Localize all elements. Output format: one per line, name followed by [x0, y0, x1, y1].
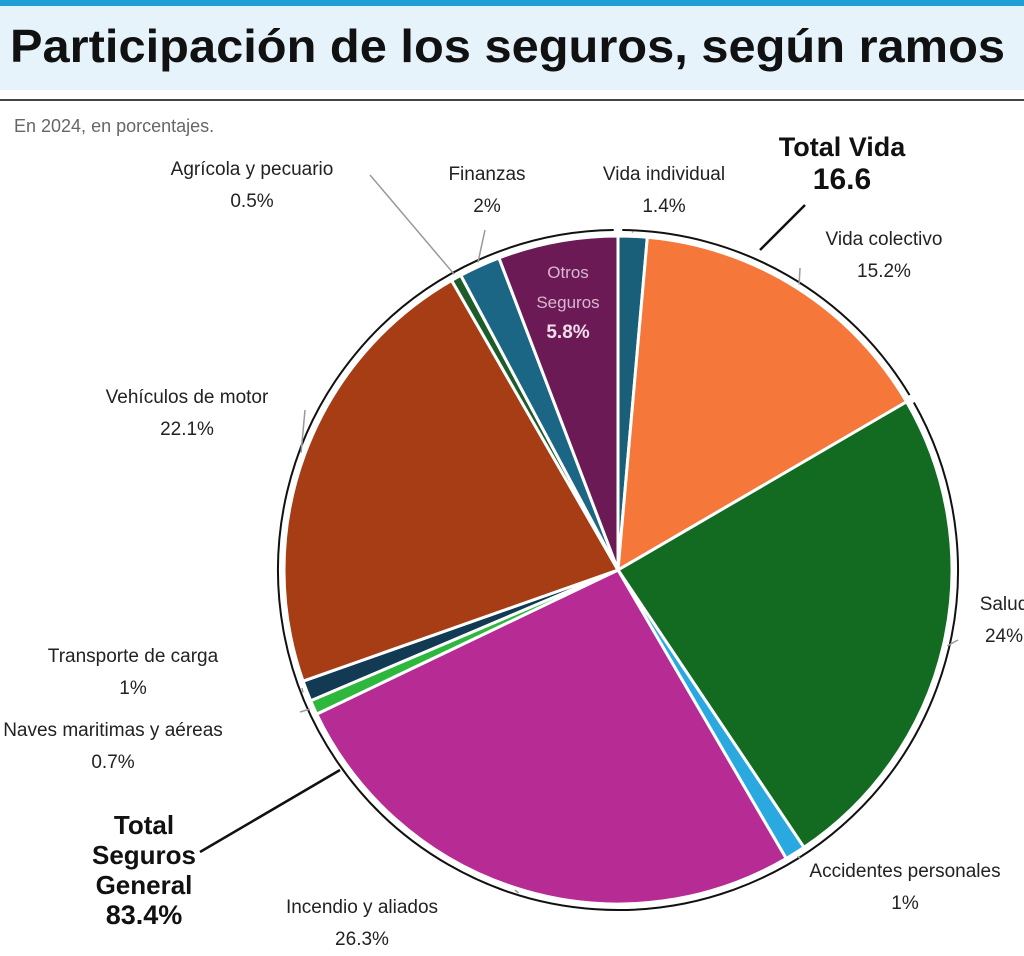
pie-slice — [497, 234, 620, 571]
slice-label: Incendio y aliados 26.3% — [286, 892, 438, 956]
group-name: Total Seguros General — [91, 810, 197, 900]
leader-line — [947, 639, 959, 647]
category-name: Otros Seguros — [536, 263, 600, 312]
pie-slice — [314, 568, 789, 906]
value-label: 26.3% — [335, 929, 389, 950]
slice-label: Vehículos de motor 22.1% — [106, 382, 269, 446]
category-name: Accidentes personales — [809, 861, 1001, 882]
value-label: 1% — [891, 893, 919, 914]
leader-line — [299, 708, 311, 713]
title-stripe — [0, 0, 1024, 6]
value-label: 0.5% — [230, 191, 274, 212]
leader-line — [798, 267, 801, 285]
slice-label: Vida individual 1.4% — [603, 159, 725, 223]
slice-label: Transporte de carga 1% — [48, 641, 218, 705]
slice-label: Accidentes personales 1% — [809, 856, 1000, 920]
value-label: 2% — [473, 196, 501, 217]
group-label: Total Vida 16.6 — [779, 132, 906, 197]
value-label: 0.7% — [91, 752, 135, 773]
slice-label: Vida colectivo 15.2% — [826, 224, 943, 288]
pie-slice — [616, 235, 909, 573]
category-name: Transporte de carga — [47, 646, 219, 667]
pie-slice — [615, 399, 954, 850]
leader-line — [369, 174, 455, 275]
leader-line — [301, 687, 304, 693]
category-name: Agrícola y pecuario — [170, 159, 334, 180]
group-name: Total Vida — [778, 132, 906, 162]
group-arc — [277, 229, 959, 911]
chart-title: Participación de los seguros, según ramo… — [10, 20, 1005, 72]
leader-line — [477, 229, 486, 263]
leader-line — [300, 409, 306, 453]
value-label: 1.4% — [642, 196, 686, 217]
value-label: 5.8% — [546, 322, 590, 343]
pie-slice — [282, 278, 621, 684]
value-label: 15.2% — [857, 261, 911, 282]
category-name: Vehículos de motor — [105, 387, 269, 408]
leader-line — [514, 889, 520, 894]
leader-line — [199, 768, 341, 854]
slice-label: Agrícola y pecuario 0.5% — [171, 154, 334, 218]
group-label: Total Seguros General 83.4% — [79, 810, 209, 930]
title-band — [0, 0, 1024, 90]
leader-line — [796, 855, 801, 859]
slice-label: Naves maritimas y aéreas 0.7% — [3, 715, 223, 779]
category-name: Salud — [979, 594, 1024, 615]
category-name: Vida individual — [602, 164, 726, 185]
category-name: Incendio y aliados — [285, 897, 439, 918]
category-name: Finanzas — [448, 164, 526, 185]
category-name: Vida colectivo — [825, 229, 943, 250]
value-label: 24% — [984, 626, 1024, 647]
slice-label: Finanzas 2% — [448, 159, 525, 223]
slice-label: Salud 24% — [980, 589, 1024, 653]
slice-label: Otros Seguros 5.8% — [528, 258, 608, 348]
value-label: 22.1% — [160, 419, 214, 440]
category-name: Naves maritimas y aéreas — [3, 720, 223, 741]
group-arc — [622, 229, 911, 396]
group-value: 16.6 — [812, 163, 872, 196]
leader-line — [759, 204, 806, 251]
group-value: 83.4% — [105, 900, 183, 930]
subtitle: En 2024, en porcentajes. — [14, 116, 214, 136]
value-label: 1% — [119, 678, 147, 699]
